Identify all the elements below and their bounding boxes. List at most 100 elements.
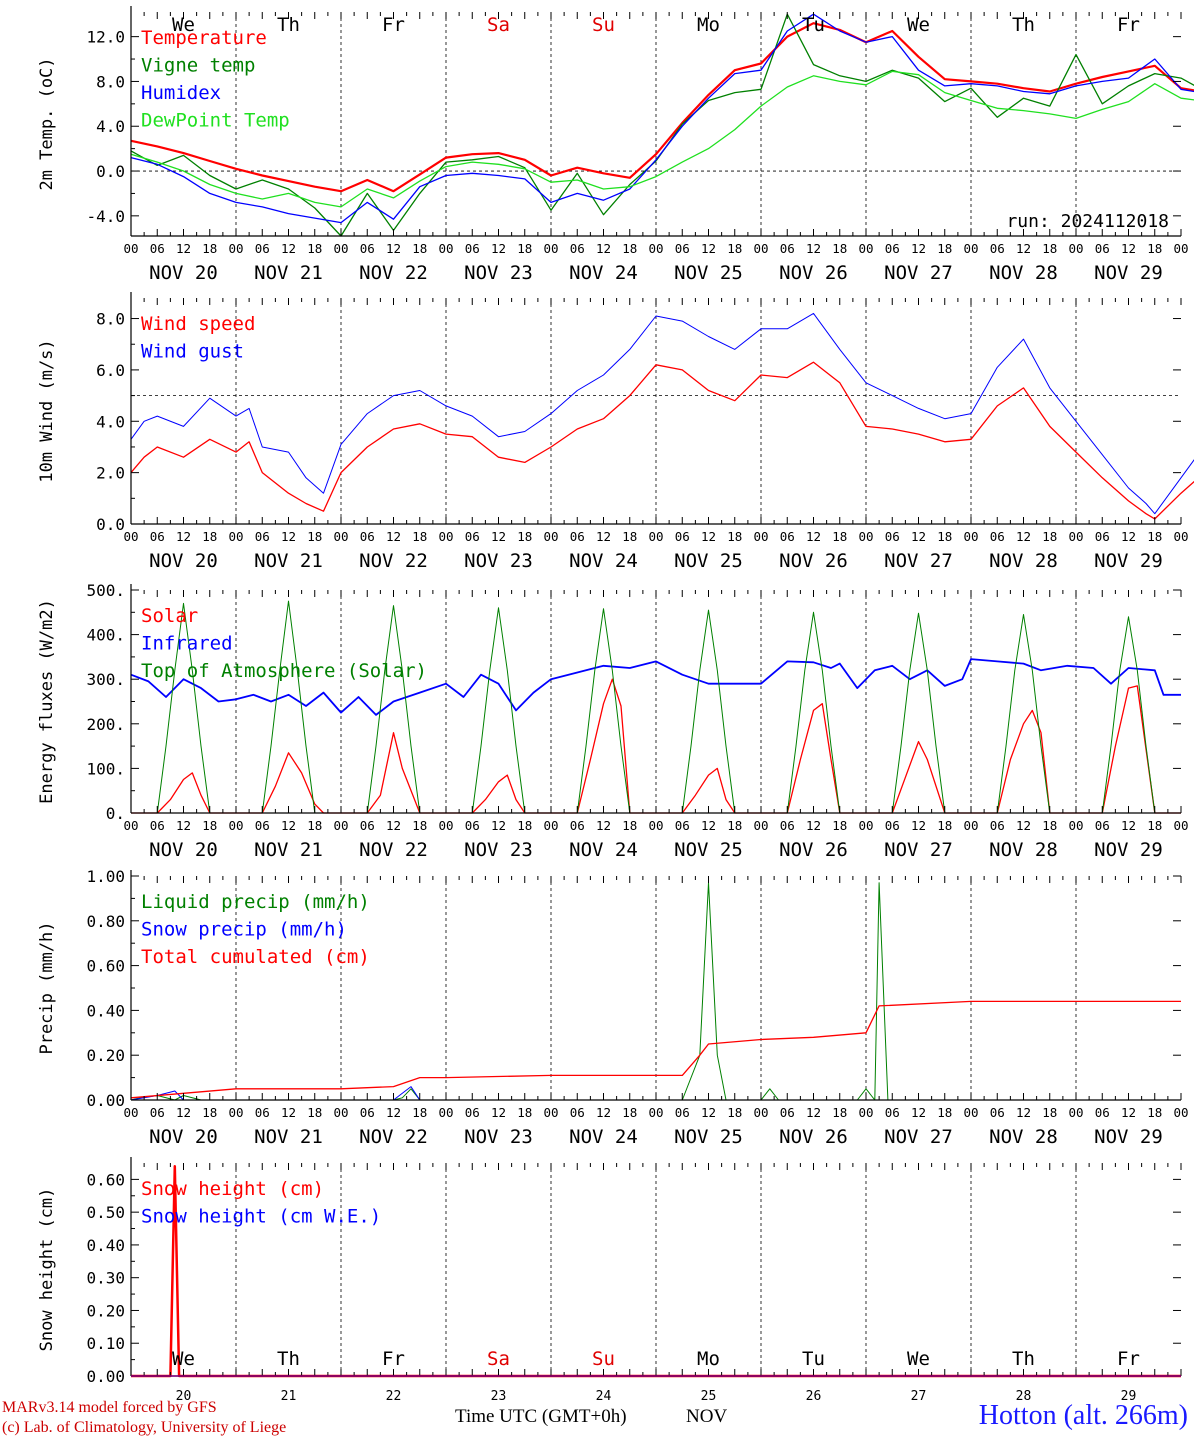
weekday-label: Fr	[382, 1348, 405, 1370]
day-number: 20	[176, 1389, 192, 1404]
hour-label: 18	[202, 1105, 217, 1120]
y-tick-label: 300.	[86, 670, 125, 689]
hour-label: 00	[333, 241, 348, 256]
day-label: NOV 21	[254, 262, 323, 284]
hour-label: 12	[701, 529, 716, 544]
y-tick-label: 0.00	[86, 1367, 125, 1386]
day-number: 24	[596, 1389, 612, 1404]
hour-label: 12	[911, 529, 926, 544]
hour-label: 06	[465, 818, 480, 833]
legend-entry: Snow height (cm)	[141, 1178, 324, 1200]
day-label: NOV 29	[1094, 262, 1163, 284]
day-label: NOV 20	[149, 839, 218, 861]
day-label: NOV 28	[989, 1126, 1058, 1148]
hour-label: 18	[622, 818, 637, 833]
hour-label: 06	[570, 241, 585, 256]
hour-label: 06	[1095, 818, 1110, 833]
day-label: NOV 23	[464, 262, 533, 284]
hour-label: 12	[1016, 1105, 1031, 1120]
hour-label: 18	[937, 241, 952, 256]
hour-label: 12	[1016, 818, 1031, 833]
day-label: NOV 21	[254, 839, 323, 861]
hour-label: 18	[727, 1105, 742, 1120]
hour-label: 00	[753, 529, 768, 544]
hour-label: 18	[832, 529, 847, 544]
hour-label: 12	[806, 529, 821, 544]
hour-label: 12	[386, 241, 401, 256]
day-label: NOV 22	[359, 550, 428, 572]
series-line-wind-speed	[130, 361, 1194, 520]
hour-label: 00	[1068, 529, 1083, 544]
y-tick-label: 4.0	[96, 117, 125, 136]
hour-label: 18	[412, 241, 427, 256]
hour-label: 06	[885, 818, 900, 833]
day-label: NOV 27	[884, 1126, 953, 1148]
hour-label: 00	[543, 1105, 558, 1120]
hour-label: 00	[438, 1105, 453, 1120]
hour-label: 18	[412, 818, 427, 833]
hour-label: 12	[491, 241, 506, 256]
hour-label: 18	[727, 818, 742, 833]
series-line-wind-gust	[130, 312, 1194, 515]
day-label: NOV 20	[149, 550, 218, 572]
y-tick-label: 0.60	[86, 1170, 125, 1189]
hour-label: 00	[858, 1105, 873, 1120]
series-line-temperature	[130, 22, 1194, 193]
hour-label: 06	[465, 529, 480, 544]
series-line-infrared	[130, 658, 1181, 716]
panel-1: -4.0 0.0 4.0 8.0 12.0 2m Temp. (oC) Temperatur…	[37, 6, 1194, 284]
hour-label: 18	[517, 1105, 532, 1120]
weekday-label: Sa	[487, 1348, 510, 1370]
day-number: 25	[701, 1389, 717, 1404]
weekday-label: We	[172, 14, 195, 36]
hour-label: 12	[386, 529, 401, 544]
hour-label: 00	[648, 241, 663, 256]
hour-label: 12	[176, 818, 191, 833]
weekday-label: Su	[592, 1348, 615, 1370]
hour-label: 06	[150, 1105, 165, 1120]
weekday-label: Mo	[697, 14, 720, 36]
y-tick-label: 1.00	[86, 867, 125, 886]
series-line-vigne-temp	[130, 13, 1194, 237]
hour-label: 12	[911, 818, 926, 833]
hour-label: 18	[307, 818, 322, 833]
hour-label: 06	[1095, 241, 1110, 256]
hour-label: 00	[543, 529, 558, 544]
legend-entry: Vigne temp	[141, 55, 255, 77]
hour-label: 12	[1121, 529, 1136, 544]
y-tick-label: 0.30	[86, 1269, 125, 1288]
y-tick-label: 0.20	[86, 1301, 125, 1320]
day-label: NOV 29	[1094, 839, 1163, 861]
hour-label: 12	[701, 1105, 716, 1120]
hour-label: 18	[1042, 529, 1057, 544]
weekday-label: Mo	[697, 1348, 720, 1370]
hour-label: 18	[622, 1105, 637, 1120]
hour-label: 12	[491, 1105, 506, 1120]
hour-label: 12	[176, 529, 191, 544]
y-tick-label: 0.40	[86, 1236, 125, 1255]
day-label: NOV 27	[884, 839, 953, 861]
hour-label: 12	[911, 241, 926, 256]
hour-label: 12	[1016, 241, 1031, 256]
hour-label: 12	[281, 818, 296, 833]
hour-label: 00	[963, 529, 978, 544]
y-tick-label: 0.20	[86, 1046, 125, 1065]
hour-label: 00	[858, 818, 873, 833]
hour-label: 00	[648, 818, 663, 833]
legend-entry: Liquid precip (mm/h)	[141, 891, 370, 913]
hour-label: 06	[360, 241, 375, 256]
hour-label: 18	[412, 1105, 427, 1120]
hour-label: 00	[123, 818, 138, 833]
weekday-label: We	[907, 14, 930, 36]
hour-label: 18	[832, 1105, 847, 1120]
legend-entry: DewPoint Temp	[141, 110, 290, 132]
hour-label: 18	[832, 241, 847, 256]
hour-label: 06	[255, 529, 270, 544]
hour-label: 18	[1042, 1105, 1057, 1120]
day-label: NOV 25	[674, 1126, 743, 1148]
day-label: NOV 29	[1094, 1126, 1163, 1148]
hour-label: 12	[281, 241, 296, 256]
day-label: NOV 25	[674, 550, 743, 572]
hour-label: 00	[1173, 241, 1188, 256]
